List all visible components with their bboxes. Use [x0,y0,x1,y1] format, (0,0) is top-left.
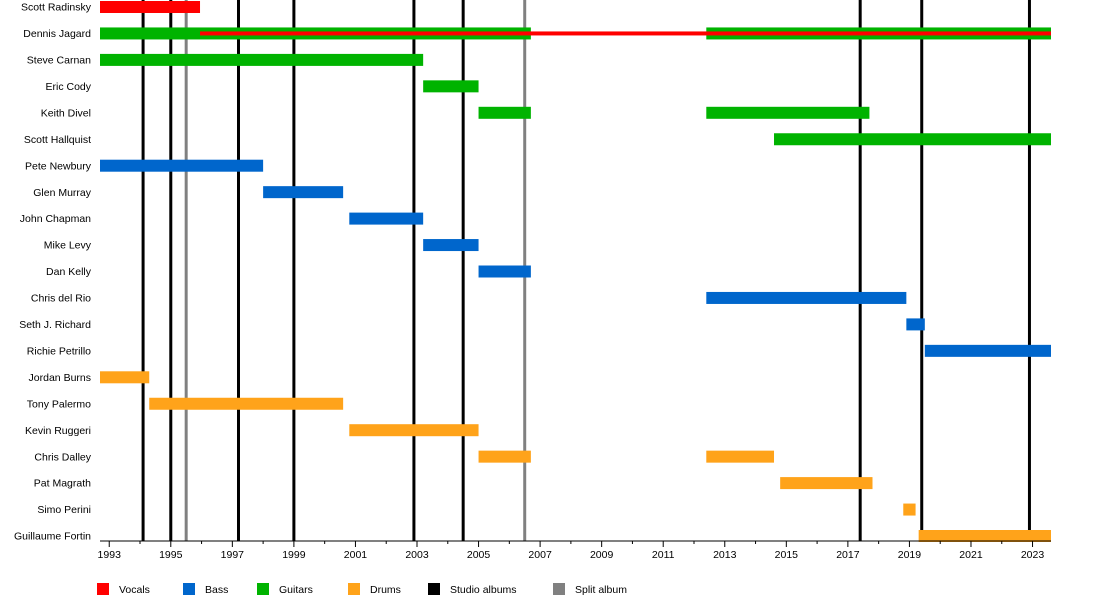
bar-guillaume-fortin-drums-0 [918,530,1051,542]
x-tick-label-2023: 2023 [1021,549,1045,561]
member-name-kevin-ruggeri: Kevin Ruggeri [25,425,91,437]
x-tick-label-1993: 1993 [98,549,122,561]
member-name-jordan-burns: Jordan Burns [29,372,91,384]
member-name-seth-j-richard: Seth J. Richard [19,319,91,331]
bar-keith-divel-guitars-1 [706,106,870,119]
x-tick-label-2007: 2007 [528,549,552,561]
legend-label-studio-albums: Studio albums [450,584,517,596]
legend-label-bass: Bass [205,584,228,596]
x-tick-label-2009: 2009 [590,549,614,561]
legend: Vocals Bass Guitars Drums Studio albums Split… [97,583,627,596]
member-name-chris-del-rio: Chris del Rio [31,293,91,305]
bar-chris-del-rio-bass-0 [706,291,907,304]
member-name-scott-hallquist: Scott Hallquist [24,134,91,146]
bar-scott-radinsky-vocals-0 [100,1,201,13]
membership-bars [100,1,1051,542]
bar-glen-murray-bass-0 [263,186,344,199]
member-name-mike-levy: Mike Levy [44,240,92,252]
x-tick-label-1995: 1995 [159,549,183,561]
legend-swatch-drums [348,583,360,595]
bar-scott-hallquist-guitars-0 [774,133,1051,146]
x-tick-label-2015: 2015 [775,549,799,561]
bar-simo-perini-drums-0 [903,503,916,516]
legend-label-guitars: Guitars [279,584,313,596]
bar-keith-divel-guitars-0 [478,106,531,119]
bar-kevin-ruggeri-drums-0 [349,424,479,437]
x-tick-label-2011: 2011 [652,549,675,561]
member-name-john-chapman: John Chapman [20,213,91,225]
member-name-dan-kelly: Dan Kelly [46,266,92,278]
x-tick-label-2003: 2003 [405,549,429,561]
bar-dennis-jagard-vocals-2 [200,31,1051,36]
x-tick-label-2017: 2017 [836,549,860,561]
legend-swatch-bass [183,583,195,595]
bar-pat-magrath-drums-0 [780,477,873,490]
bar-chris-dalley-drums-0 [478,450,531,463]
legend-label-drums: Drums [370,584,401,596]
member-name-scott-radinsky: Scott Radinsky [21,2,92,14]
x-tick-label-2001: 2001 [344,549,368,561]
bar-tony-palermo-drums-0 [149,397,344,410]
bar-seth-j-richard-bass-0 [906,318,925,331]
member-name-pat-magrath: Pat Magrath [34,478,91,490]
bar-richie-petrillo-bass-0 [924,344,1051,357]
album-lines [141,0,1031,541]
bar-chris-dalley-drums-1 [706,450,775,463]
member-name-pete-newbury: Pete Newbury [25,160,92,172]
bar-pete-newbury-bass-0 [100,159,264,172]
x-tick-label-2019: 2019 [898,549,922,561]
x-tick-label-2013: 2013 [713,549,737,561]
x-tick-label-2005: 2005 [467,549,491,561]
bar-eric-cody-guitars-0 [423,80,479,93]
bar-mike-levy-bass-0 [423,239,479,252]
member-name-glen-murray: Glen Murray [33,187,92,199]
bar-jordan-burns-drums-0 [100,371,150,384]
legend-swatch-studio-albums [428,583,440,595]
bar-steve-carnan-guitars-0 [100,53,424,66]
member-name-dennis-jagard: Dennis Jagard [23,28,91,40]
member-name-richie-petrillo: Richie Petrillo [27,345,91,357]
member-name-simo-perini: Simo Perini [37,504,91,516]
x-tick-label-1999: 1999 [282,549,306,561]
member-name-guillaume-fortin: Guillaume Fortin [14,531,91,543]
member-name-tony-palermo: Tony Palermo [27,398,91,410]
member-name-keith-divel: Keith Divel [41,107,91,119]
legend-label-vocals: Vocals [119,584,150,596]
x-tick-label-2021: 2021 [959,549,983,561]
member-name-chris-dalley: Chris Dalley [34,451,91,463]
x-axis: 1993 1995 1997 1999 2001 2003 2005 2007 2009 2011… [98,540,1051,561]
legend-swatch-vocals [97,583,109,595]
member-name-steve-carnan: Steve Carnan [27,55,91,67]
legend-swatch-guitars [257,583,269,595]
bar-john-chapman-bass-0 [349,212,424,225]
member-name-eric-cody: Eric Cody [45,81,91,93]
member-names: Scott Radinsky Dennis Jagard Steve Carnan E… [14,2,92,543]
legend-label-split-album: Split album [575,584,627,596]
legend-swatch-split-album [553,583,565,595]
x-tick-label-1997: 1997 [221,549,245,561]
bar-dan-kelly-bass-0 [478,265,531,278]
